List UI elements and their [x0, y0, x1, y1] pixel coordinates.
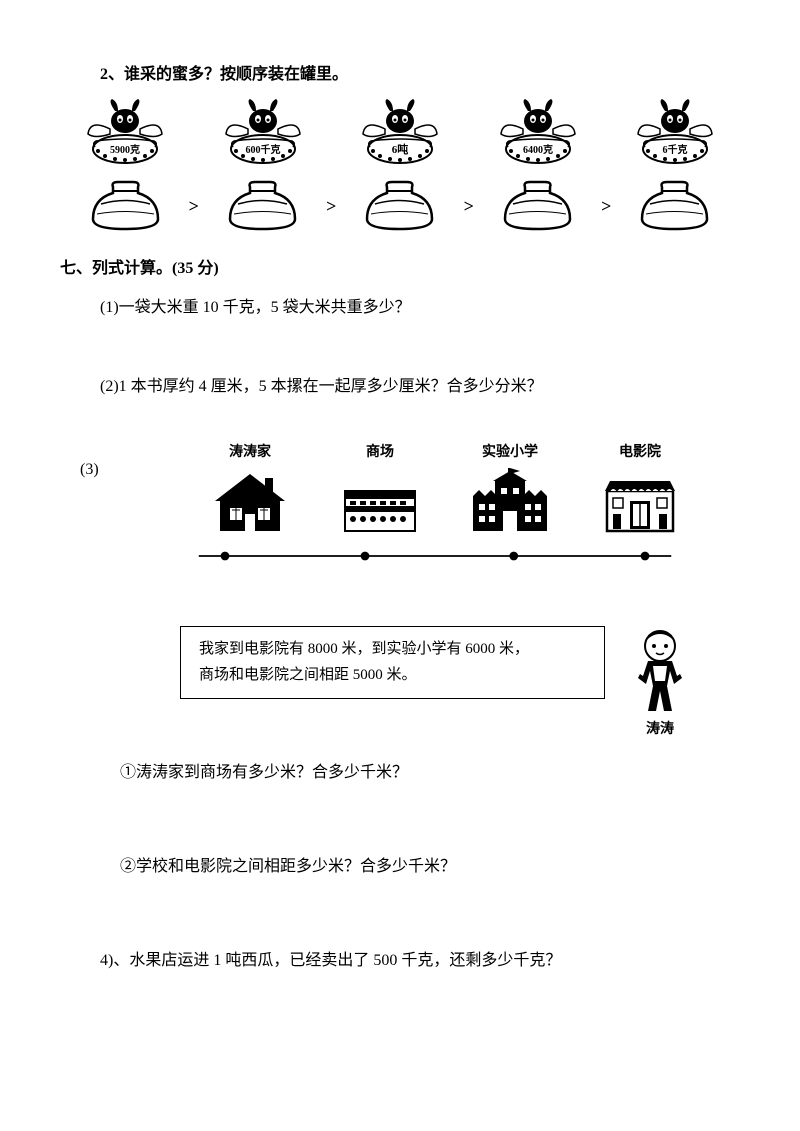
- speech-line1: 我家到电影院有 8000 米，到实验小学有 6000 米，: [199, 637, 586, 663]
- bee-row: 5900克 600千克: [60, 99, 740, 169]
- gt-sign: >: [326, 196, 336, 217]
- bee-3: 6400克: [483, 99, 593, 169]
- building-school: 实验小学: [450, 441, 570, 536]
- jar-icon: [357, 179, 442, 234]
- s7-q3: (3) 涛涛家 商场: [60, 431, 740, 611]
- building-cinema: 电影院: [580, 441, 700, 536]
- s7-q3-sub2: ②学校和电影院之间相距多少米？合多少千米？: [120, 852, 740, 876]
- building-home: 涛涛家: [190, 441, 310, 536]
- s7-q1: (1)一袋大米重 10 千克，5 袋大米共重多少？: [100, 293, 740, 317]
- school-label: 实验小学: [482, 441, 538, 461]
- bee-icon: 600千克: [218, 99, 308, 169]
- jar-icon: [83, 179, 168, 234]
- section7-title: 七、列式计算。(35 分): [60, 254, 740, 278]
- building-mall: 商场: [320, 441, 440, 536]
- mall-icon: [335, 466, 425, 536]
- speech-section: 我家到电影院有 8000 米，到实验小学有 6000 米， 商场和电影院之间相距…: [180, 626, 700, 738]
- cinema-label: 电影院: [619, 441, 661, 461]
- bee-icon: 5900克: [80, 99, 170, 169]
- svg-text:6吨: 6吨: [392, 142, 409, 156]
- svg-text:600千克: 600千克: [245, 143, 280, 156]
- s7-q2: (2)1 本书厚约 4 厘米，5 本摞在一起厚多少厘米？合多少分米？: [100, 372, 740, 396]
- mall-label: 商场: [366, 441, 394, 461]
- number-line: [190, 546, 680, 571]
- gt-sign: >: [464, 196, 474, 217]
- gt-sign: >: [189, 196, 199, 217]
- jar-row: > > > >: [60, 179, 740, 234]
- jar-icon: [220, 179, 305, 234]
- jar-3: [482, 179, 592, 234]
- svg-text:6千克: 6千克: [663, 143, 688, 156]
- jar-1: [207, 179, 317, 234]
- cinema-icon: [595, 466, 685, 536]
- svg-text:5900克: 5900克: [110, 143, 140, 156]
- jar-0: [70, 179, 180, 234]
- bee-4: 6千克: [620, 99, 730, 169]
- boy-icon: [628, 626, 693, 716]
- bee-icon: 6吨: [355, 99, 445, 169]
- bee-0: 5900克: [70, 99, 180, 169]
- q3-number: (3): [80, 461, 110, 479]
- map-row: 涛涛家 商场: [190, 441, 700, 536]
- s7-q4: 4)、水果店运进 1 吨西瓜，已经卖出了 500 千克，还剩多少千克？: [100, 946, 740, 970]
- s7-q3-sub1: ①涛涛家到商场有多少米？合多少千米？: [120, 758, 740, 782]
- bee-2: 6吨: [345, 99, 455, 169]
- school-icon: [465, 466, 555, 536]
- bee-icon: 6千克: [630, 99, 720, 169]
- bee-icon: 6400克: [493, 99, 583, 169]
- speech-line2: 商场和电影院之间相距 5000 米。: [199, 663, 586, 689]
- jar-2: [345, 179, 455, 234]
- house-icon: [205, 466, 295, 536]
- svg-text:6400克: 6400克: [523, 143, 553, 156]
- boy-name: 涛涛: [646, 718, 674, 738]
- gt-sign: >: [601, 196, 611, 217]
- boy-container: 涛涛: [620, 626, 700, 738]
- q2-title: 2、谁采的蜜多？按顺序装在罐里。: [100, 60, 740, 84]
- speech-box: 我家到电影院有 8000 米，到实验小学有 6000 米， 商场和电影院之间相距…: [180, 626, 605, 699]
- jar-icon: [632, 179, 717, 234]
- bee-1: 600千克: [208, 99, 318, 169]
- home-label: 涛涛家: [229, 441, 271, 461]
- jar-4: [620, 179, 730, 234]
- jar-icon: [495, 179, 580, 234]
